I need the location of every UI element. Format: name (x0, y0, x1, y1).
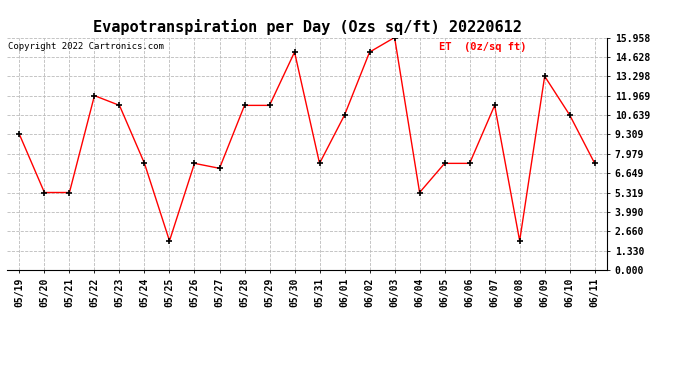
Title: Evapotranspiration per Day (Ozs sq/ft) 20220612: Evapotranspiration per Day (Ozs sq/ft) 2… (92, 19, 522, 35)
Text: Copyright 2022 Cartronics.com: Copyright 2022 Cartronics.com (8, 42, 164, 51)
Text: ET  (0z/sq ft): ET (0z/sq ft) (439, 42, 526, 52)
